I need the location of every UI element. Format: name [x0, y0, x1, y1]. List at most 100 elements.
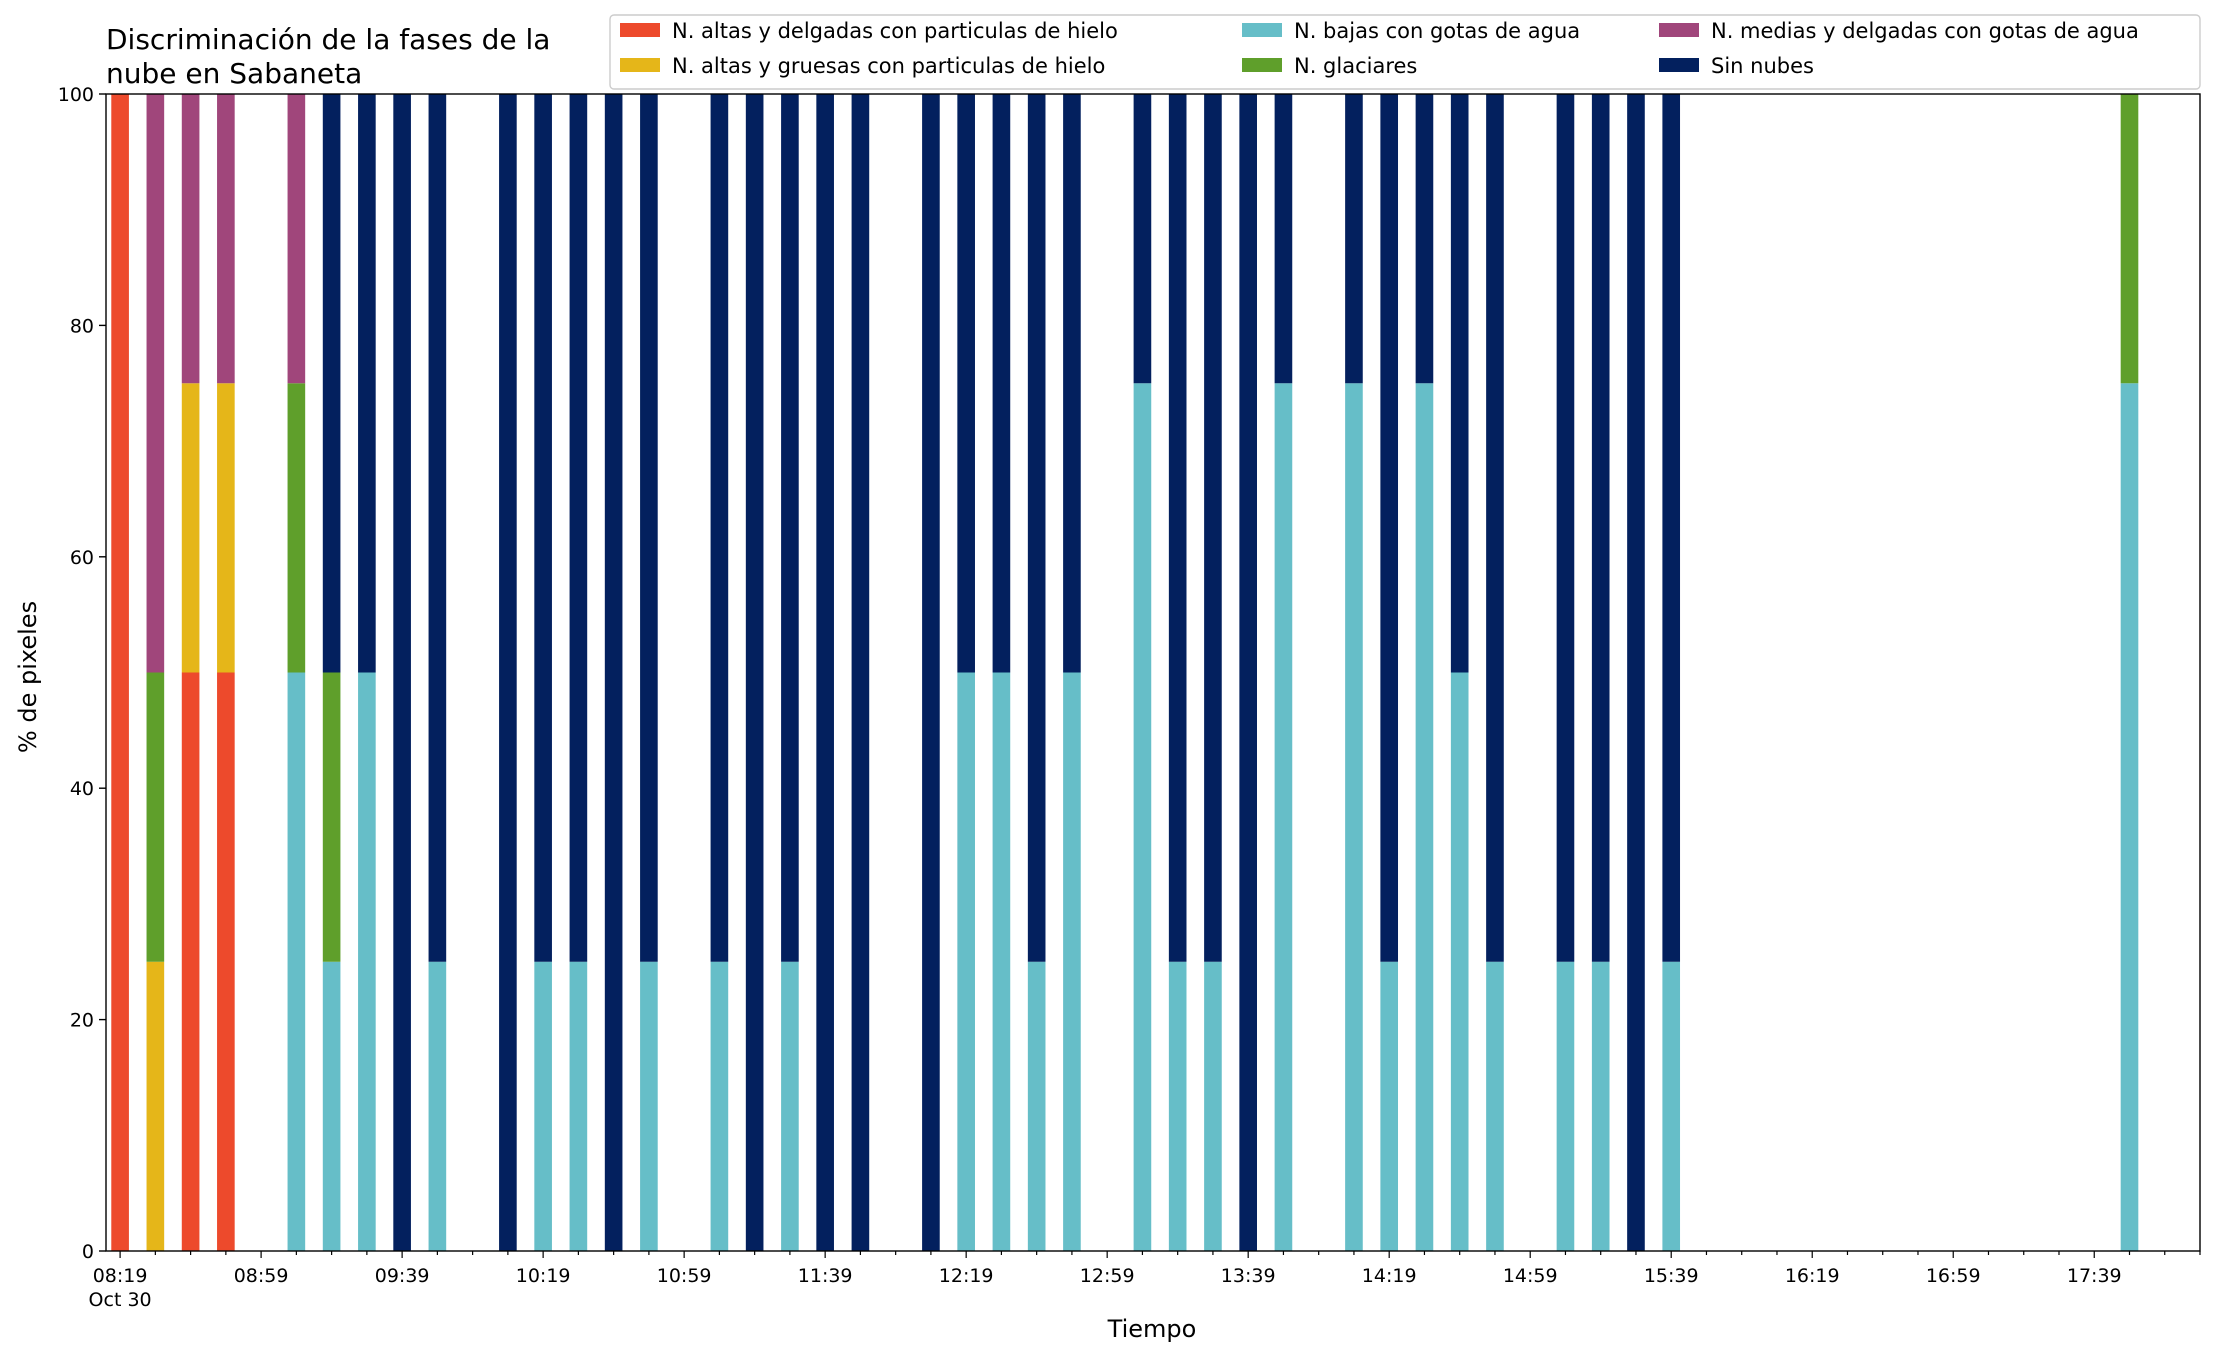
bar-segment-4-series-4: [287, 94, 306, 384]
bar-segment-8-series-2: [428, 961, 447, 1251]
bar-segment-23-series-2: [1063, 672, 1081, 1251]
bar-segment-35-series-5: [1591, 94, 1610, 962]
bar-segment-33-series-5: [1486, 94, 1504, 962]
y-axis-label: % de pixeles: [14, 601, 42, 753]
bar-segment-35-series-2: [1591, 961, 1610, 1251]
bar-segment-22-series-2: [1027, 961, 1046, 1251]
x-axis-label: Tiempo: [1107, 1315, 1197, 1343]
x-tick-label: 14:19: [1362, 1265, 1417, 1287]
chart-title-line-2: nube en Sabaneta: [106, 57, 362, 90]
bar-segment-24-series-5: [1133, 94, 1152, 384]
bar-segment-31-series-5: [1415, 94, 1434, 384]
x-tick-label: 16:19: [1785, 1265, 1840, 1287]
y-tick-label: 60: [70, 547, 94, 569]
bar-segment-27-series-5: [1239, 94, 1257, 1251]
bar-segment-3-series-0: [217, 672, 235, 1251]
bar-segment-4-series-2: [287, 672, 306, 1251]
x-tick-label: 10:59: [657, 1265, 712, 1287]
bar-segment-18-series-5: [851, 94, 870, 1251]
legend-label: N. glaciares: [1294, 54, 1417, 78]
bar-segment-5-series-5: [322, 94, 341, 673]
bar-segment-17-series-5: [816, 94, 834, 1251]
bar-segment-23-series-5: [1063, 94, 1081, 673]
legend-label: Sin nubes: [1711, 54, 1814, 78]
bar-segment-32-series-5: [1450, 94, 1469, 673]
bar-segment-10-series-5: [534, 94, 552, 962]
bar-segment-22-series-5: [1027, 94, 1046, 962]
bar-segment-20-series-5: [957, 94, 975, 673]
bar-segment-14-series-5: [710, 94, 729, 962]
bar-segment-37-series-2: [1662, 961, 1681, 1251]
x-tick-label: 14:59: [1503, 1265, 1558, 1287]
x-tick-label: 15:39: [1644, 1265, 1699, 1287]
x-tick-label: 12:19: [939, 1265, 994, 1287]
bar-segment-15-series-5: [745, 94, 764, 1251]
bar-segment-19-series-5: [922, 94, 940, 1251]
bar-segment-14-series-2: [710, 961, 729, 1251]
bar-segment-20-series-2: [957, 672, 975, 1251]
legend-swatch: [620, 58, 660, 72]
legend-label: N. medias y delgadas con gotas de agua: [1711, 19, 2139, 43]
bar-segment-4-series-3: [287, 383, 306, 673]
bar-segment-7-series-5: [393, 94, 411, 1251]
bar-segment-11-series-2: [569, 961, 588, 1251]
bar-segment-28-series-5: [1274, 94, 1293, 384]
bar-segment-2-series-1: [181, 383, 200, 673]
bar-segment-16-series-5: [781, 94, 799, 962]
bars-layer: [111, 94, 2139, 1251]
legend-label: N. bajas con gotas de agua: [1294, 19, 1580, 43]
bar-segment-13-series-5: [640, 94, 658, 962]
bar-segment-2-series-0: [181, 672, 200, 1251]
plot-frame: [105, 93, 2201, 1252]
bar-segment-16-series-2: [781, 961, 799, 1251]
x-tick-label: 12:59: [1080, 1265, 1135, 1287]
legend-label: N. altas y delgadas con particulas de hi…: [672, 19, 1118, 43]
bar-segment-21-series-2: [992, 672, 1011, 1251]
x-tick-label: 13:39: [1221, 1265, 1276, 1287]
bar-segment-26-series-2: [1204, 961, 1222, 1251]
x-tick-label: 11:39: [798, 1265, 853, 1287]
bar-segment-26-series-5: [1204, 94, 1222, 962]
bar-segment-34-series-5: [1556, 94, 1575, 962]
bar-segment-6-series-5: [358, 94, 376, 673]
bar-segment-13-series-2: [640, 961, 658, 1251]
bar-segment-2-series-4: [181, 94, 200, 384]
bar-segment-3-series-1: [217, 383, 235, 673]
legend: N. altas y delgadas con particulas de hi…: [609, 14, 2201, 90]
bar-segment-0-series-0: [111, 94, 129, 1251]
bar-segment-33-series-2: [1486, 961, 1504, 1251]
x-tick-label: 16:59: [1926, 1265, 1981, 1287]
bar-segment-10-series-2: [534, 961, 552, 1251]
bar-segment-30-series-5: [1380, 94, 1399, 962]
bar-segment-6-series-2: [358, 672, 376, 1251]
bar-segment-12-series-5: [604, 94, 623, 1251]
x-tick-sublabel: Oct 30: [89, 1289, 152, 1311]
bar-segment-5-series-3: [322, 672, 341, 962]
bar-segment-1-series-1: [146, 961, 165, 1251]
y-tick-label: 100: [58, 84, 94, 106]
legend-label: N. altas y gruesas con particulas de hie…: [672, 54, 1105, 78]
x-tick-label: 08:59: [234, 1265, 289, 1287]
x-tick-label: 10:19: [516, 1265, 571, 1287]
x-tick-label: 08:19: [93, 1265, 148, 1287]
x-tick-label: 17:39: [2067, 1265, 2122, 1287]
bar-segment-38-series-2: [2120, 383, 2139, 1251]
bar-segment-8-series-5: [428, 94, 447, 962]
bar-segment-37-series-5: [1662, 94, 1681, 962]
legend-swatch: [1242, 23, 1282, 37]
bar-segment-9-series-5: [499, 94, 517, 1251]
y-tick-label: 0: [82, 1241, 94, 1263]
legend-swatch: [620, 23, 660, 37]
y-tick-label: 40: [70, 778, 94, 800]
bar-segment-21-series-5: [992, 94, 1011, 673]
bar-segment-25-series-2: [1168, 961, 1187, 1251]
bar-segment-1-series-4: [146, 94, 165, 673]
bar-segment-1-series-3: [146, 672, 165, 962]
bar-segment-28-series-2: [1274, 383, 1293, 1251]
bar-segment-31-series-2: [1415, 383, 1434, 1251]
legend-frame: [609, 14, 2201, 90]
chart-title-line-1: Discriminación de la fases de la: [106, 23, 550, 56]
bar-segment-38-series-3: [2120, 94, 2139, 384]
bar-segment-30-series-2: [1380, 961, 1399, 1251]
